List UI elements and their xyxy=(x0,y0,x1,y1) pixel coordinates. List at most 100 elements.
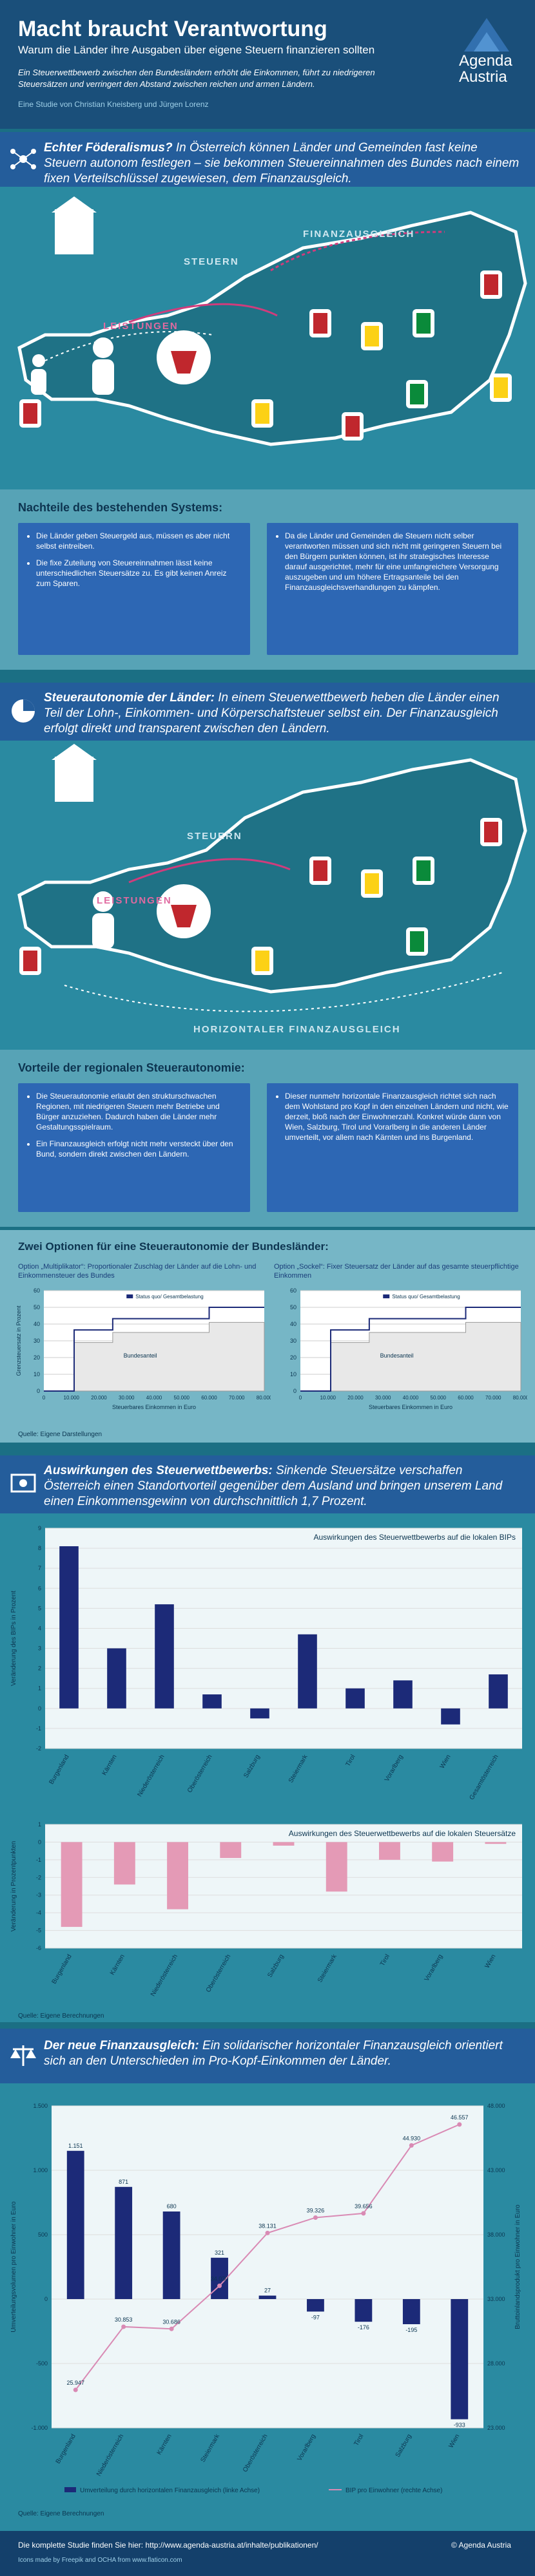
x-tick-label: 60.000 xyxy=(201,1395,217,1401)
vorteile-left-item: Die Steuerautonomie erlaubt den struktur… xyxy=(36,1091,241,1132)
y-tick-label: 1 xyxy=(38,1685,41,1692)
nachteile-heading: Nachteile des bestehenden Systems: xyxy=(18,501,223,514)
line-data-label: 39.326 xyxy=(307,2207,325,2213)
optionen-source: Quelle: Eigene Darstellungen xyxy=(18,1431,102,1438)
x-tick-label: Gesamtösterreich xyxy=(469,1754,500,1801)
x-tick-label: 80.000 xyxy=(257,1395,271,1401)
x-tick-label: 80.000 xyxy=(513,1395,527,1401)
label-finanzausgleich: FINANZAUSGLEICH xyxy=(303,229,415,240)
y-tick-label: 10 xyxy=(34,1371,40,1378)
y-tick-label: 0 xyxy=(293,1388,297,1394)
bar xyxy=(258,2295,277,2299)
line-point xyxy=(169,2326,174,2331)
y-axis-label: Grenzsteuersatz in Prozent xyxy=(15,1305,22,1376)
y-axis-label: Veränderung in Prozentpunkten xyxy=(10,1841,17,1932)
bar xyxy=(345,1688,365,1709)
footer-study-link[interactable]: Die komplette Studie finden Sie hier: ht… xyxy=(18,2541,318,2550)
x-axis-label: Steuerbares Einkommen in Euro xyxy=(112,1404,196,1410)
label-steuern-2: STEUERN xyxy=(187,831,242,842)
line-data-label: 39.656 xyxy=(355,2203,373,2210)
y-tick-label: 1.500 xyxy=(33,2103,48,2109)
bar xyxy=(432,1842,454,1862)
banner-foederalismus-text: Echter Föderalismus? In Österreich könne… xyxy=(44,141,520,185)
bar-data-label: -195 xyxy=(405,2327,417,2333)
nachteile-right-box: Da die Länder und Gemeinden die Steuern … xyxy=(267,523,518,655)
x-tick-label: Burgenland xyxy=(55,2433,77,2465)
series-line xyxy=(44,1307,264,1392)
option2-chart: 0 10 20 30 40 50 60 0 10.000 20.000 30.000 40.000 50… xyxy=(290,1287,527,1410)
x-tick-label: Vorarlberg xyxy=(384,1754,405,1783)
optionen-heading: Zwei Optionen für eine Steuerautonomie d… xyxy=(18,1240,329,1253)
money-icon xyxy=(10,1473,36,1493)
y-tick-label: -6 xyxy=(36,1945,41,1951)
y-tick-label: -4 xyxy=(36,1909,41,1916)
bar xyxy=(441,1708,460,1725)
x-tick-label: 10.000 xyxy=(64,1395,80,1401)
y-tick-label: 10 xyxy=(290,1371,297,1378)
y2-tick-label: 23.000 xyxy=(487,2425,505,2431)
x-tick-label: Tirol xyxy=(353,2433,365,2447)
bar xyxy=(115,2186,133,2299)
y2-tick-label: 48.000 xyxy=(487,2103,505,2109)
x-tick-label: Tirol xyxy=(345,1754,357,1768)
y-tick-label: 9 xyxy=(38,1525,41,1531)
line-point xyxy=(313,2215,318,2220)
bar xyxy=(250,1708,269,1719)
y2-tick-label: 43.000 xyxy=(487,2167,505,2174)
line-data-label: 30.853 xyxy=(115,2316,133,2323)
line-data-label: 38.131 xyxy=(258,2222,277,2229)
austria-map-autonomy xyxy=(0,741,535,1050)
bar xyxy=(113,1842,135,1885)
footer-copyright: © Agenda Austria xyxy=(451,2541,511,2550)
y-tick-label: 20 xyxy=(34,1354,40,1361)
option2-title: Option „Sockel“: Fixer Steuersatz der Lä… xyxy=(274,1263,519,1280)
bar xyxy=(489,1674,508,1709)
x-tick-label: 50.000 xyxy=(431,1395,447,1401)
line-data-label: 25.947 xyxy=(66,2380,84,2386)
y-tick-label: 0 xyxy=(44,2296,48,2302)
x-tick-label: 30.000 xyxy=(119,1395,135,1401)
vorteile-left-item: Ein Finanzausgleich erfolgt nicht mehr v… xyxy=(36,1139,241,1159)
x-tick-label: 30.000 xyxy=(375,1395,391,1401)
line-data-label: 34.030 xyxy=(211,2275,229,2282)
legend-label-line: BIP pro Einwohner (rechte Achse) xyxy=(345,2487,442,2494)
y-tick-label: 500 xyxy=(38,2231,48,2238)
y-tick-label: 8 xyxy=(38,1545,41,1551)
bar xyxy=(273,1842,295,1846)
y-tick-label: 4 xyxy=(38,1625,41,1631)
bar xyxy=(355,2299,373,2322)
x-tick-label: Tirol xyxy=(379,1953,391,1967)
x-tick-label: Kärnten xyxy=(101,1754,119,1777)
y-tick-label: 0 xyxy=(37,1388,40,1394)
y-tick-label: 3 xyxy=(38,1645,41,1652)
bar xyxy=(451,2299,469,2420)
banner-finanzausgleich xyxy=(0,2029,535,2083)
y-tick-label: -1.000 xyxy=(31,2425,48,2431)
label-leistungen-2: LEISTUNGEN xyxy=(97,895,172,906)
y-tick-label: 1 xyxy=(38,1821,41,1828)
austria-map-current xyxy=(0,187,535,489)
x-tick-label: Steiermark xyxy=(316,1953,338,1984)
legend-label-bars: Umverteilung durch horizontalen Finanzau… xyxy=(80,2487,260,2494)
y-tick-label: 20 xyxy=(290,1354,297,1361)
footer xyxy=(0,2531,535,2576)
bund-label: Bundesanteil xyxy=(380,1352,414,1359)
label-horizontaler-finanzausgleich: HORIZONTALER FINANZAUSGLEICH xyxy=(193,1024,401,1035)
nachteile-right-item: Da die Länder und Gemeinden die Steuern … xyxy=(285,531,509,592)
label-leistungen: LEISTUNGEN xyxy=(103,321,179,332)
vorteile-heading: Vorteile der regionalen Steuerautonomie: xyxy=(18,1061,245,1074)
y-tick-label: 50 xyxy=(290,1304,297,1311)
x-tick-label: Kärnten xyxy=(156,2433,173,2456)
legend-label: Status quo/ Gesamtbelastung xyxy=(135,1294,203,1300)
bar-data-label: -176 xyxy=(358,2324,369,2331)
chart-title: Auswirkungen des Steuerwettbewerbs auf d… xyxy=(313,1533,516,1542)
line-data-label: 44.930 xyxy=(403,2135,421,2141)
x-tick-label: Salzburg xyxy=(242,1754,261,1779)
finanzausgleich-chart: -1.000 -500 0 500 1.000 1.500 23.000 28.000 33.0… xyxy=(10,2103,521,2494)
line-point xyxy=(265,2230,270,2235)
banner-auswirkungen-text: Auswirkungen des Steuerwettbewerbs: Sink… xyxy=(44,1464,503,1508)
bar-data-label: 1.151 xyxy=(68,2143,83,2149)
y-axis-label: Veränderung des BIPs in Prozent xyxy=(10,1591,17,1686)
banner-steuerautonomie xyxy=(0,683,535,741)
y-tick-label: 60 xyxy=(34,1287,40,1294)
